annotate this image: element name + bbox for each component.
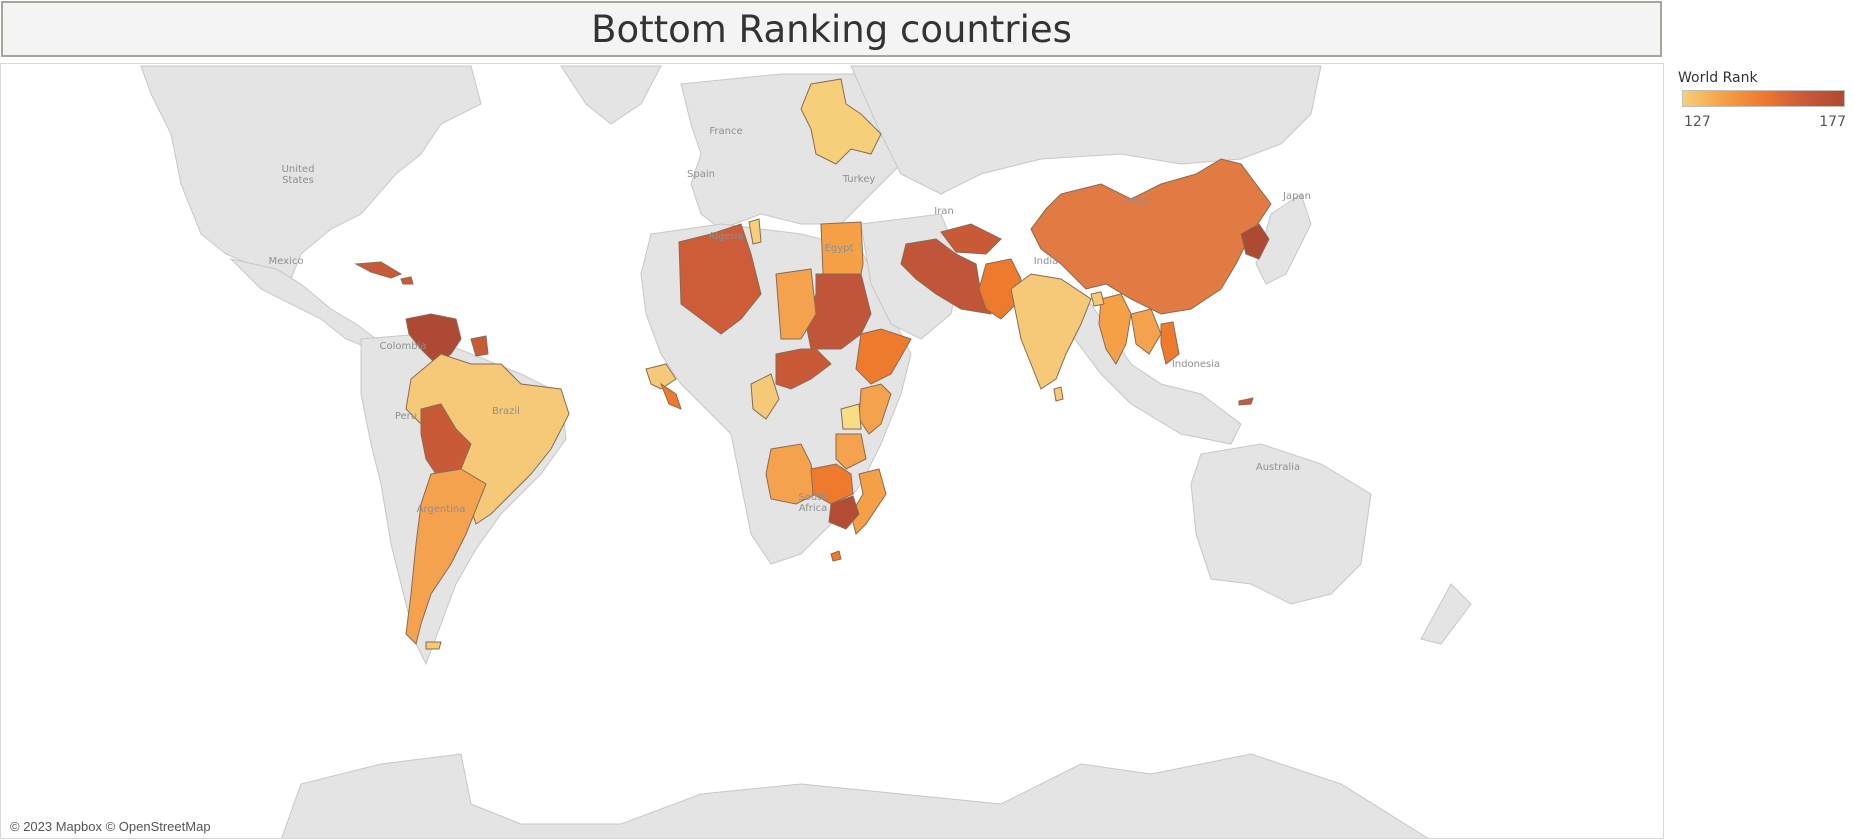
label-australia: Australia: [1256, 462, 1300, 473]
map-attribution[interactable]: © 2023 Mapbox © OpenStreetMap: [10, 819, 211, 834]
country-chad[interactable]: [775, 268, 817, 340]
label-india: India: [1034, 256, 1059, 267]
label-egypt: Egypt: [825, 243, 854, 254]
legend-title: World Rank: [1678, 70, 1758, 86]
label-japan: Japan: [1282, 191, 1311, 202]
map-labels: United States Mexico Colombia Peru Brazil…: [269, 126, 1311, 515]
country-tunisia[interactable]: [748, 218, 762, 245]
dashboard-title: Bottom Ranking countries: [591, 7, 1072, 51]
land-antarctica: [281, 753, 1429, 838]
country-zambia[interactable]: [810, 463, 854, 505]
country-ukraine[interactable]: [800, 78, 882, 165]
country-uganda[interactable]: [840, 403, 862, 430]
country-central-african-republic[interactable]: [775, 348, 832, 390]
label-south-africa: South Africa: [798, 492, 827, 514]
world-map[interactable]: United States Mexico Colombia Peru Brazil…: [0, 63, 1664, 839]
label-turkey: Turkey: [842, 174, 876, 185]
label-united-states: United States: [282, 164, 315, 186]
land-new-zealand: [1420, 583, 1472, 645]
country-tanzania[interactable]: [835, 433, 867, 470]
color-legend: World Rank 127 177: [1678, 70, 1850, 130]
country-angola[interactable]: [765, 443, 817, 505]
label-iran: Iran: [934, 206, 954, 217]
label-algeria: Algeria: [708, 231, 743, 242]
country-sri-lanka[interactable]: [1053, 386, 1064, 402]
land-japan: [1255, 193, 1312, 285]
country-cameroon[interactable]: [750, 373, 780, 420]
country-haiti[interactable]: [400, 276, 414, 285]
country-west-africa[interactable]: [645, 363, 677, 390]
country-north-korea[interactable]: [1240, 223, 1270, 260]
country-ethiopia[interactable]: [855, 328, 912, 385]
country-laos[interactable]: [1130, 308, 1162, 355]
country-india[interactable]: [1010, 273, 1092, 390]
country-argentina[interactable]: [405, 468, 487, 645]
country-algeria[interactable]: [678, 223, 762, 335]
land-greenland: [560, 65, 662, 125]
dashboard-title-bar: Bottom Ranking countries: [1, 1, 1662, 57]
label-colombia: Colombia: [380, 341, 427, 352]
legend-max-label: 177: [1819, 114, 1846, 130]
legend-ticks: 127 177: [1684, 114, 1846, 130]
legend-gradient-bar: [1682, 90, 1845, 107]
country-venezuela[interactable]: [405, 313, 462, 365]
country-mozambique[interactable]: [850, 468, 887, 535]
label-peru: Peru: [395, 411, 417, 422]
country-egypt[interactable]: [820, 221, 864, 275]
country-bangladesh[interactable]: [1090, 291, 1105, 307]
country-eswatini[interactable]: [830, 550, 842, 562]
base-land: [140, 65, 1472, 838]
country-guyana[interactable]: [470, 335, 489, 357]
land-central-america: [229, 258, 377, 350]
country-turkmenistan[interactable]: [940, 223, 1002, 255]
country-vietnam[interactable]: [1160, 321, 1180, 365]
label-indonesia: Indonesia: [1172, 359, 1220, 370]
legend-min-label: 127: [1684, 114, 1711, 130]
land-north-america: [140, 65, 482, 290]
country-china[interactable]: [1030, 158, 1272, 315]
highlighted-countries[interactable]: [354, 78, 1272, 650]
country-myanmar[interactable]: [1098, 293, 1132, 365]
label-mexico: Mexico: [269, 256, 304, 267]
label-france: France: [709, 126, 742, 137]
country-iran[interactable]: [900, 238, 992, 315]
country-timor-leste[interactable]: [1238, 397, 1254, 406]
label-spain: Spain: [687, 169, 715, 180]
land-australia: [1190, 443, 1372, 605]
country-pakistan[interactable]: [978, 258, 1022, 320]
land-russia: [850, 65, 1322, 195]
country-argentina-south[interactable]: [425, 641, 442, 650]
map-canvas[interactable]: United States Mexico Colombia Peru Brazil…: [1, 64, 1664, 839]
label-argentina: Argentina: [417, 504, 466, 515]
country-zimbabwe[interactable]: [828, 495, 860, 530]
country-cuba[interactable]: [354, 261, 403, 279]
label-china: China: [1120, 196, 1149, 207]
label-brazil: Brazil: [492, 406, 520, 417]
country-liberia[interactable]: [659, 382, 682, 410]
